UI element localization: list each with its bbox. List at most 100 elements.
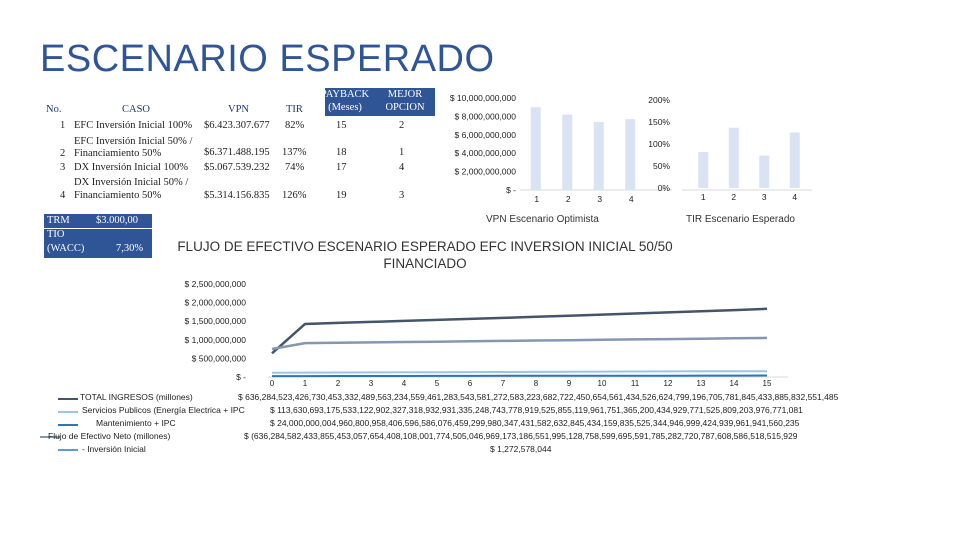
legend-flujo-swatch bbox=[40, 436, 60, 438]
row-inv-values: $ 1,272,578,044 bbox=[490, 444, 552, 454]
row4-vpn: $5.314.156.835 bbox=[204, 190, 270, 201]
x-tick-label: 10 bbox=[598, 379, 607, 388]
x-tick-label: 15 bbox=[763, 379, 772, 388]
header-vpn: VPN bbox=[228, 104, 250, 115]
series-line-2 bbox=[272, 374, 768, 378]
x-tick-label: 3 bbox=[762, 192, 767, 202]
y-tick-label: 200% bbox=[648, 95, 670, 105]
y-tick-label: 0% bbox=[658, 183, 671, 193]
tio-label-wacc: (WACC) bbox=[47, 243, 85, 254]
row2-mejor: 1 bbox=[399, 147, 405, 158]
row2-caso-line1: EFC Inversión Inicial 50% / bbox=[74, 136, 193, 147]
legend-servicios-swatch bbox=[58, 411, 78, 413]
y-tick-label: $ 6,000,000,000 bbox=[455, 130, 517, 140]
header-caso: CASO bbox=[122, 104, 151, 115]
cashflow-table: TOTAL INGRESOS (millones) $ 636,284,523,… bbox=[40, 388, 838, 458]
x-tick-label: 3 bbox=[597, 194, 602, 204]
legend-flujo: Flujo de Efectivo Neto (millones) bbox=[48, 431, 171, 441]
y-tick-label: $ 8,000,000,000 bbox=[455, 111, 517, 121]
cashflow-chart-title: FLUJO DE EFECTIVO ESCENARIO ESPERADO EFC… bbox=[177, 239, 673, 271]
series-line-1 bbox=[271, 370, 767, 374]
x-tick-label: 7 bbox=[501, 379, 506, 388]
x-tick-label: 2 bbox=[731, 192, 736, 202]
vpn-chart-title: VPN Escenario Optimista bbox=[486, 214, 599, 225]
y-tick-label: 100% bbox=[648, 139, 670, 149]
y-tick-label: 150% bbox=[648, 117, 670, 127]
x-tick-label: 12 bbox=[664, 379, 673, 388]
row4-payback: 19 bbox=[336, 190, 347, 201]
legend-ingresos-swatch bbox=[58, 398, 78, 400]
row1-no: 1 bbox=[60, 120, 66, 131]
tir-chart-title: TIR Escenario Esperado bbox=[686, 214, 795, 225]
x-tick-label: 9 bbox=[567, 379, 572, 388]
row4-mejor: 3 bbox=[399, 190, 405, 201]
trm-value: $3.000,00 bbox=[96, 215, 138, 226]
bar bbox=[593, 121, 604, 190]
x-tick-label: 1 bbox=[701, 192, 706, 202]
cashflow-chart: $ 2,500,000,000 $ 2,000,000,000 $ 1,500,00… bbox=[185, 279, 788, 388]
row-ingresos-values: $ 636,284,523,426,730,453,332,489,563,23… bbox=[238, 392, 839, 402]
x-tick-label: 1 bbox=[303, 379, 308, 388]
x-tick-label: 4 bbox=[629, 194, 634, 204]
row4-no: 4 bbox=[60, 190, 66, 201]
y-tick-label: 50% bbox=[653, 161, 670, 171]
row-flujo-values: $ (636,284,582,433,855,453,057,654,408,1… bbox=[244, 431, 798, 441]
row3-payback: 17 bbox=[336, 162, 347, 173]
header-mejor: MEJOR OPCION bbox=[385, 89, 425, 113]
x-tick-label: 14 bbox=[730, 379, 739, 388]
header-no: No. bbox=[46, 104, 62, 115]
y-tick-label: $ 4,000,000,000 bbox=[455, 148, 517, 158]
bar bbox=[562, 114, 573, 190]
x-tick-label: 8 bbox=[534, 379, 539, 388]
x-tick-label: 11 bbox=[631, 379, 640, 388]
row-servicios-values: $ 113,630,693,175,533,122,902,327,318,93… bbox=[270, 405, 803, 415]
tio-label: TIO bbox=[47, 229, 65, 240]
row3-mejor: 4 bbox=[399, 162, 405, 173]
row4-caso-line2: Financiamiento 50% bbox=[74, 190, 162, 201]
legend-ingresos: TOTAL INGRESOS (millones) bbox=[80, 392, 193, 402]
vpn-chart: $ 10,000,000,000 $ 8,000,000,000 $ 6,000,0… bbox=[450, 93, 672, 204]
x-tick-label: 3 bbox=[369, 379, 374, 388]
row2-caso-line2: Financiamiento 50% bbox=[74, 148, 162, 159]
header-payback: PAYBACK (Meses) bbox=[320, 89, 370, 113]
row-mant-values: $ 24,000,000,004,960,800,958,406,596,586… bbox=[270, 418, 800, 428]
row2-vpn: $6.371.488.195 bbox=[204, 147, 270, 158]
series-line-3 bbox=[271, 336, 768, 351]
y-tick-label: $ - bbox=[506, 185, 516, 195]
x-tick-label: 6 bbox=[468, 379, 473, 388]
x-tick-label: 2 bbox=[336, 379, 341, 388]
row3-tir: 74% bbox=[285, 162, 305, 173]
y-tick-label: $ 1,500,000,000 bbox=[185, 316, 247, 326]
bar bbox=[530, 107, 541, 190]
row1-payback: 15 bbox=[336, 120, 347, 131]
trm-label: TRM bbox=[47, 215, 70, 226]
bar bbox=[789, 132, 800, 188]
row1-vpn: $6.423.307.677 bbox=[204, 120, 270, 131]
row1-mejor: 2 bbox=[399, 120, 405, 131]
header-tir: TIR bbox=[286, 104, 303, 115]
row4-tir: 126% bbox=[282, 190, 307, 201]
y-tick-label: $ 2,000,000,000 bbox=[455, 167, 517, 177]
params-divider bbox=[44, 228, 152, 229]
tir-chart: 200% 150% 100% 50% 0% 1 2 3 4 bbox=[648, 95, 812, 202]
y-tick-label: $ 10,000,000,000 bbox=[450, 93, 516, 103]
row4-caso-line1: DX Inversión Inicial 50% / bbox=[74, 177, 189, 188]
row2-tir: 137% bbox=[282, 147, 307, 158]
bar bbox=[625, 119, 636, 190]
tio-value: 7,30% bbox=[116, 243, 144, 254]
legend-mant: Mantenimiento + IPC bbox=[96, 418, 176, 428]
x-tick-label: 4 bbox=[792, 192, 797, 202]
header-highlight bbox=[325, 88, 435, 116]
row1-caso: EFC Inversión Inicial 100% bbox=[74, 120, 193, 131]
series-line-0 bbox=[271, 307, 768, 355]
bar bbox=[728, 127, 739, 188]
legend-servicios: Servicios Publicos (Energía Electrica + … bbox=[82, 405, 245, 415]
row3-vpn: $5.067.539.232 bbox=[204, 162, 270, 173]
y-tick-label: $ 2,500,000,000 bbox=[185, 279, 247, 289]
bar bbox=[759, 155, 770, 188]
row2-payback: 18 bbox=[336, 147, 347, 158]
x-tick-label: 0 bbox=[270, 379, 275, 388]
x-tick-label: 2 bbox=[566, 194, 571, 204]
y-tick-label: $ 500,000,000 bbox=[192, 353, 247, 363]
y-tick-label: $ 2,000,000,000 bbox=[185, 298, 247, 308]
